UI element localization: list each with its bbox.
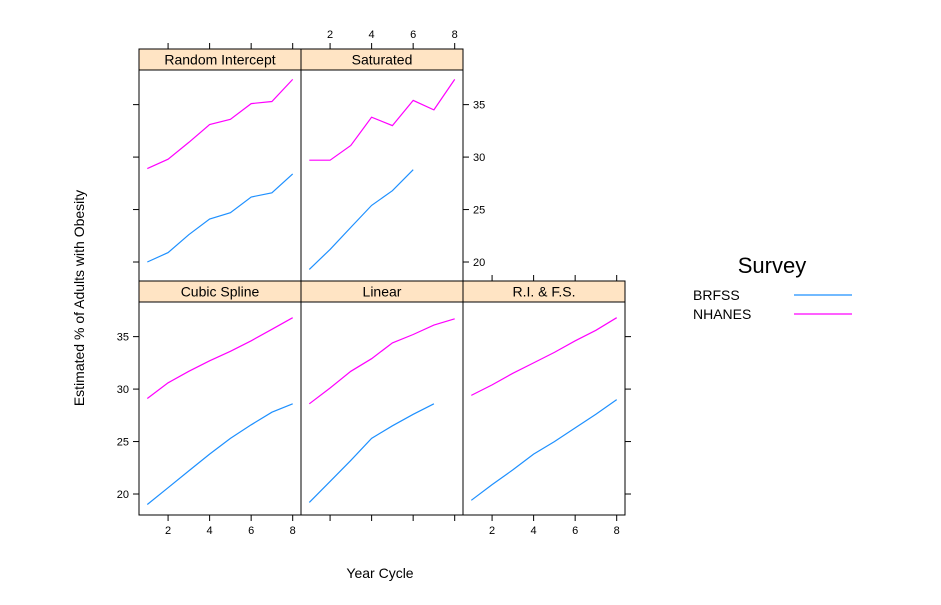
series-line-nhanes-cubic-spline — [146, 317, 293, 399]
x-tick-label-bottom-2-4: 4 — [531, 525, 537, 537]
series-line-brfss-saturated — [308, 169, 414, 270]
strip-title-random-intercept: Random Intercept — [164, 52, 275, 68]
panel-cubic-spline: Cubic Spline — [138, 280, 302, 516]
y-tick-label-right-0-20: 20 — [473, 257, 485, 269]
axes-layer: 2 4 6 8 2 4 6 8 2 4 6 8 20 25 30 35 20 25 30 35 — [117, 29, 631, 537]
x-tick-label-bottom-2-8: 8 — [614, 525, 620, 537]
x-axis-title: Year Cycle — [346, 565, 413, 581]
plot-border-cubic-spline — [138, 301, 302, 516]
series-line-brfss-r-i-f-s — [470, 399, 618, 501]
x-tick-label-top-1-8: 8 — [452, 29, 458, 41]
panels-layer: Random Intercept Saturated Cubic Spline Lin… — [138, 48, 626, 516]
y-tick-label-right-0-30: 30 — [473, 152, 485, 164]
strip-title-linear: Linear — [363, 284, 402, 300]
y-tick-label-right-0-25: 25 — [473, 205, 485, 217]
x-tick-label-top-1-4: 4 — [369, 29, 375, 41]
y-tick-label-left-1-25: 25 — [117, 437, 129, 449]
series-line-brfss-random-intercept — [147, 173, 294, 263]
series-line-brfss-cubic-spline — [146, 403, 293, 505]
plot-border-linear — [300, 301, 464, 516]
plot-border-r-i-f-s — [462, 301, 626, 516]
panel-r-i-f-s: R.I. & F.S. — [462, 280, 626, 516]
series-line-nhanes-linear — [308, 318, 455, 405]
legend-label-nhanes: NHANES — [693, 306, 751, 322]
x-tick-label-top-1-6: 6 — [410, 29, 416, 41]
x-tick-label-bottom-2-6: 6 — [572, 525, 578, 537]
strip-title-saturated: Saturated — [352, 52, 413, 68]
strip-title-cubic-spline: Cubic Spline — [181, 284, 260, 300]
legend-label-brfss: BRFSS — [693, 287, 740, 303]
x-tick-label-bottom-2-2: 2 — [489, 525, 495, 537]
panel-linear: Linear — [300, 280, 464, 516]
x-tick-label-bottom-0-4: 4 — [207, 525, 213, 537]
series-line-nhanes-r-i-f-s — [471, 317, 618, 396]
plot-border-random-intercept — [138, 69, 302, 284]
legend: Survey BRFSS NHANES — [693, 253, 852, 322]
x-tick-label-top-1-2: 2 — [327, 29, 333, 41]
y-tick-label-right-0-35: 35 — [473, 100, 485, 112]
x-tick-label-bottom-0-2: 2 — [165, 525, 171, 537]
x-tick-label-bottom-0-6: 6 — [248, 525, 254, 537]
panel-saturated: Saturated — [300, 48, 464, 284]
strip-title-r-i-f-s: R.I. & F.S. — [512, 284, 575, 300]
y-axis-title: Estimated % of Adults with Obesity — [71, 190, 87, 406]
y-tick-label-left-1-20: 20 — [117, 489, 129, 501]
series-line-nhanes-saturated — [309, 79, 456, 161]
series-line-nhanes-random-intercept — [147, 78, 294, 170]
y-tick-label-left-1-35: 35 — [117, 332, 129, 344]
series-line-brfss-linear — [308, 403, 435, 503]
panel-random-intercept: Random Intercept — [138, 48, 302, 284]
y-tick-label-left-1-30: 30 — [117, 384, 129, 396]
legend-title: Survey — [738, 253, 806, 278]
x-tick-label-bottom-0-8: 8 — [290, 525, 296, 537]
